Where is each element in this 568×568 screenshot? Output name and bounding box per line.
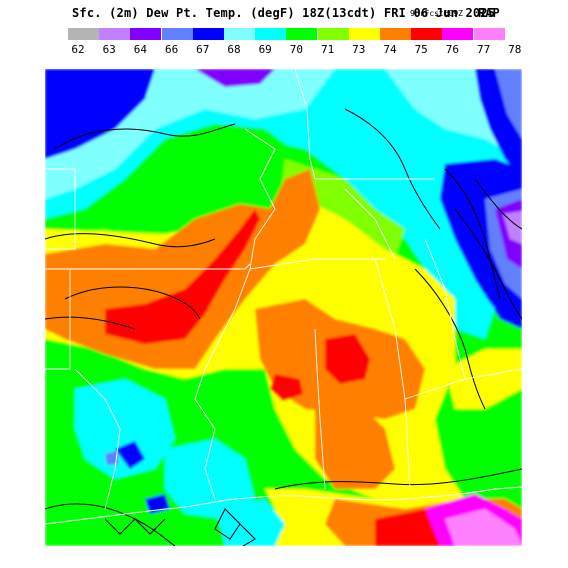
sw-cyan [75, 379, 175, 479]
legend-swatch [317, 28, 349, 40]
gulf-cyan [215, 499, 285, 546]
map-canvas [45, 69, 522, 546]
legend-swatch [348, 28, 380, 40]
legend-swatch [255, 28, 287, 40]
legend-swatch [68, 28, 99, 40]
east-lavender [503, 211, 522, 244]
contour-line [274, 468, 522, 490]
east-green [465, 389, 522, 489]
contour-line [474, 178, 522, 230]
state-border [194, 398, 216, 500]
diagonal-red [105, 209, 260, 344]
state-border [314, 328, 326, 490]
legend-swatch [442, 28, 474, 40]
contour-lines [45, 108, 522, 546]
legend-swatch [473, 28, 505, 40]
red-spot-center [325, 334, 370, 384]
ne-purple [195, 69, 275, 87]
legend-swatch [224, 28, 255, 40]
legend-label: 62 [71, 43, 85, 56]
title-forecast-info: 9hrFcst@09Z [410, 9, 463, 18]
east-yellow [445, 349, 522, 409]
nw-blue [45, 69, 155, 159]
title-model: RAP [478, 6, 500, 20]
state-border [74, 368, 121, 510]
legend-label: 68 [227, 43, 241, 56]
contour-line [344, 108, 441, 230]
state-border [194, 128, 276, 400]
state-border [294, 69, 316, 180]
legend-swatch [380, 28, 411, 40]
state-border [249, 258, 385, 270]
state-border [344, 188, 396, 260]
dew-point-fill [45, 69, 522, 546]
legend-label: 64 [133, 43, 148, 56]
coast-red [375, 509, 445, 546]
state-border [374, 258, 411, 490]
legend-label: 70 [289, 43, 304, 56]
color-legend: 62 63 64 66 67 68 69 70 71 73 74 75 76 77 78 [68, 28, 521, 58]
legend-swatch [286, 28, 318, 40]
contour-line [454, 208, 522, 320]
legend-swatch [130, 28, 162, 40]
legend-label: 66 [164, 43, 179, 56]
south-orange [315, 369, 395, 489]
legend-swatch [192, 28, 224, 40]
contour-line [214, 508, 241, 540]
contour-line [444, 168, 501, 300]
legend-swatch [99, 28, 131, 40]
state-borders [45, 69, 522, 525]
legend-label: 71 [320, 43, 335, 56]
state-border [45, 269, 71, 370]
se-cyan [425, 249, 495, 339]
legend-label: 76 [445, 43, 460, 56]
state-border [424, 238, 466, 380]
contour-line [239, 523, 256, 546]
contour-line [104, 518, 166, 535]
legend-swatch [161, 28, 193, 40]
north-cyan [45, 69, 522, 309]
state-border [45, 263, 251, 270]
dew-point-map [45, 69, 522, 546]
legend-label: 77 [476, 43, 491, 56]
contour-line [45, 233, 216, 248]
map-title: Sfc. (2m) Dew Pt. Temp. (degF) 18Z(13cdt… [0, 6, 568, 22]
contour-line [54, 123, 236, 150]
legend-label: 67 [196, 43, 210, 56]
title-main: Sfc. (2m) Dew Pt. Temp. (degF) 18Z(13cdt… [72, 6, 496, 20]
legend-label: 78 [508, 43, 522, 56]
contour-line [64, 286, 201, 320]
contour-line [45, 316, 136, 330]
se-pink [445, 509, 522, 546]
legend-label: 69 [258, 43, 272, 56]
legend-swatch [411, 28, 443, 40]
coastline [45, 486, 522, 525]
legend-label: 75 [414, 43, 428, 56]
state-border [45, 168, 76, 250]
sw-blue [115, 441, 145, 469]
legend-label: 74 [383, 43, 397, 56]
legend-label: 73 [352, 43, 366, 56]
ne-slate [495, 69, 522, 139]
red-spot-south [270, 374, 303, 401]
legend-label: 63 [102, 43, 116, 56]
contour-line [414, 268, 486, 410]
